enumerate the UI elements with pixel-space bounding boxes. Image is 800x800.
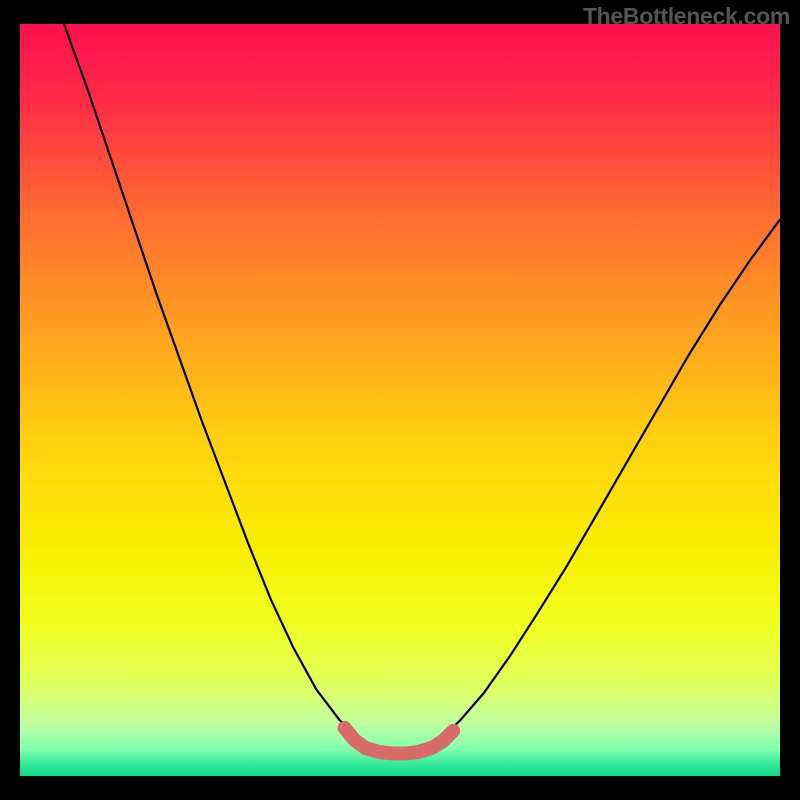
gradient-background [20,24,780,776]
plot-area [20,24,780,776]
chart-svg [20,24,780,776]
watermark-text: TheBottleneck.com [583,3,790,30]
